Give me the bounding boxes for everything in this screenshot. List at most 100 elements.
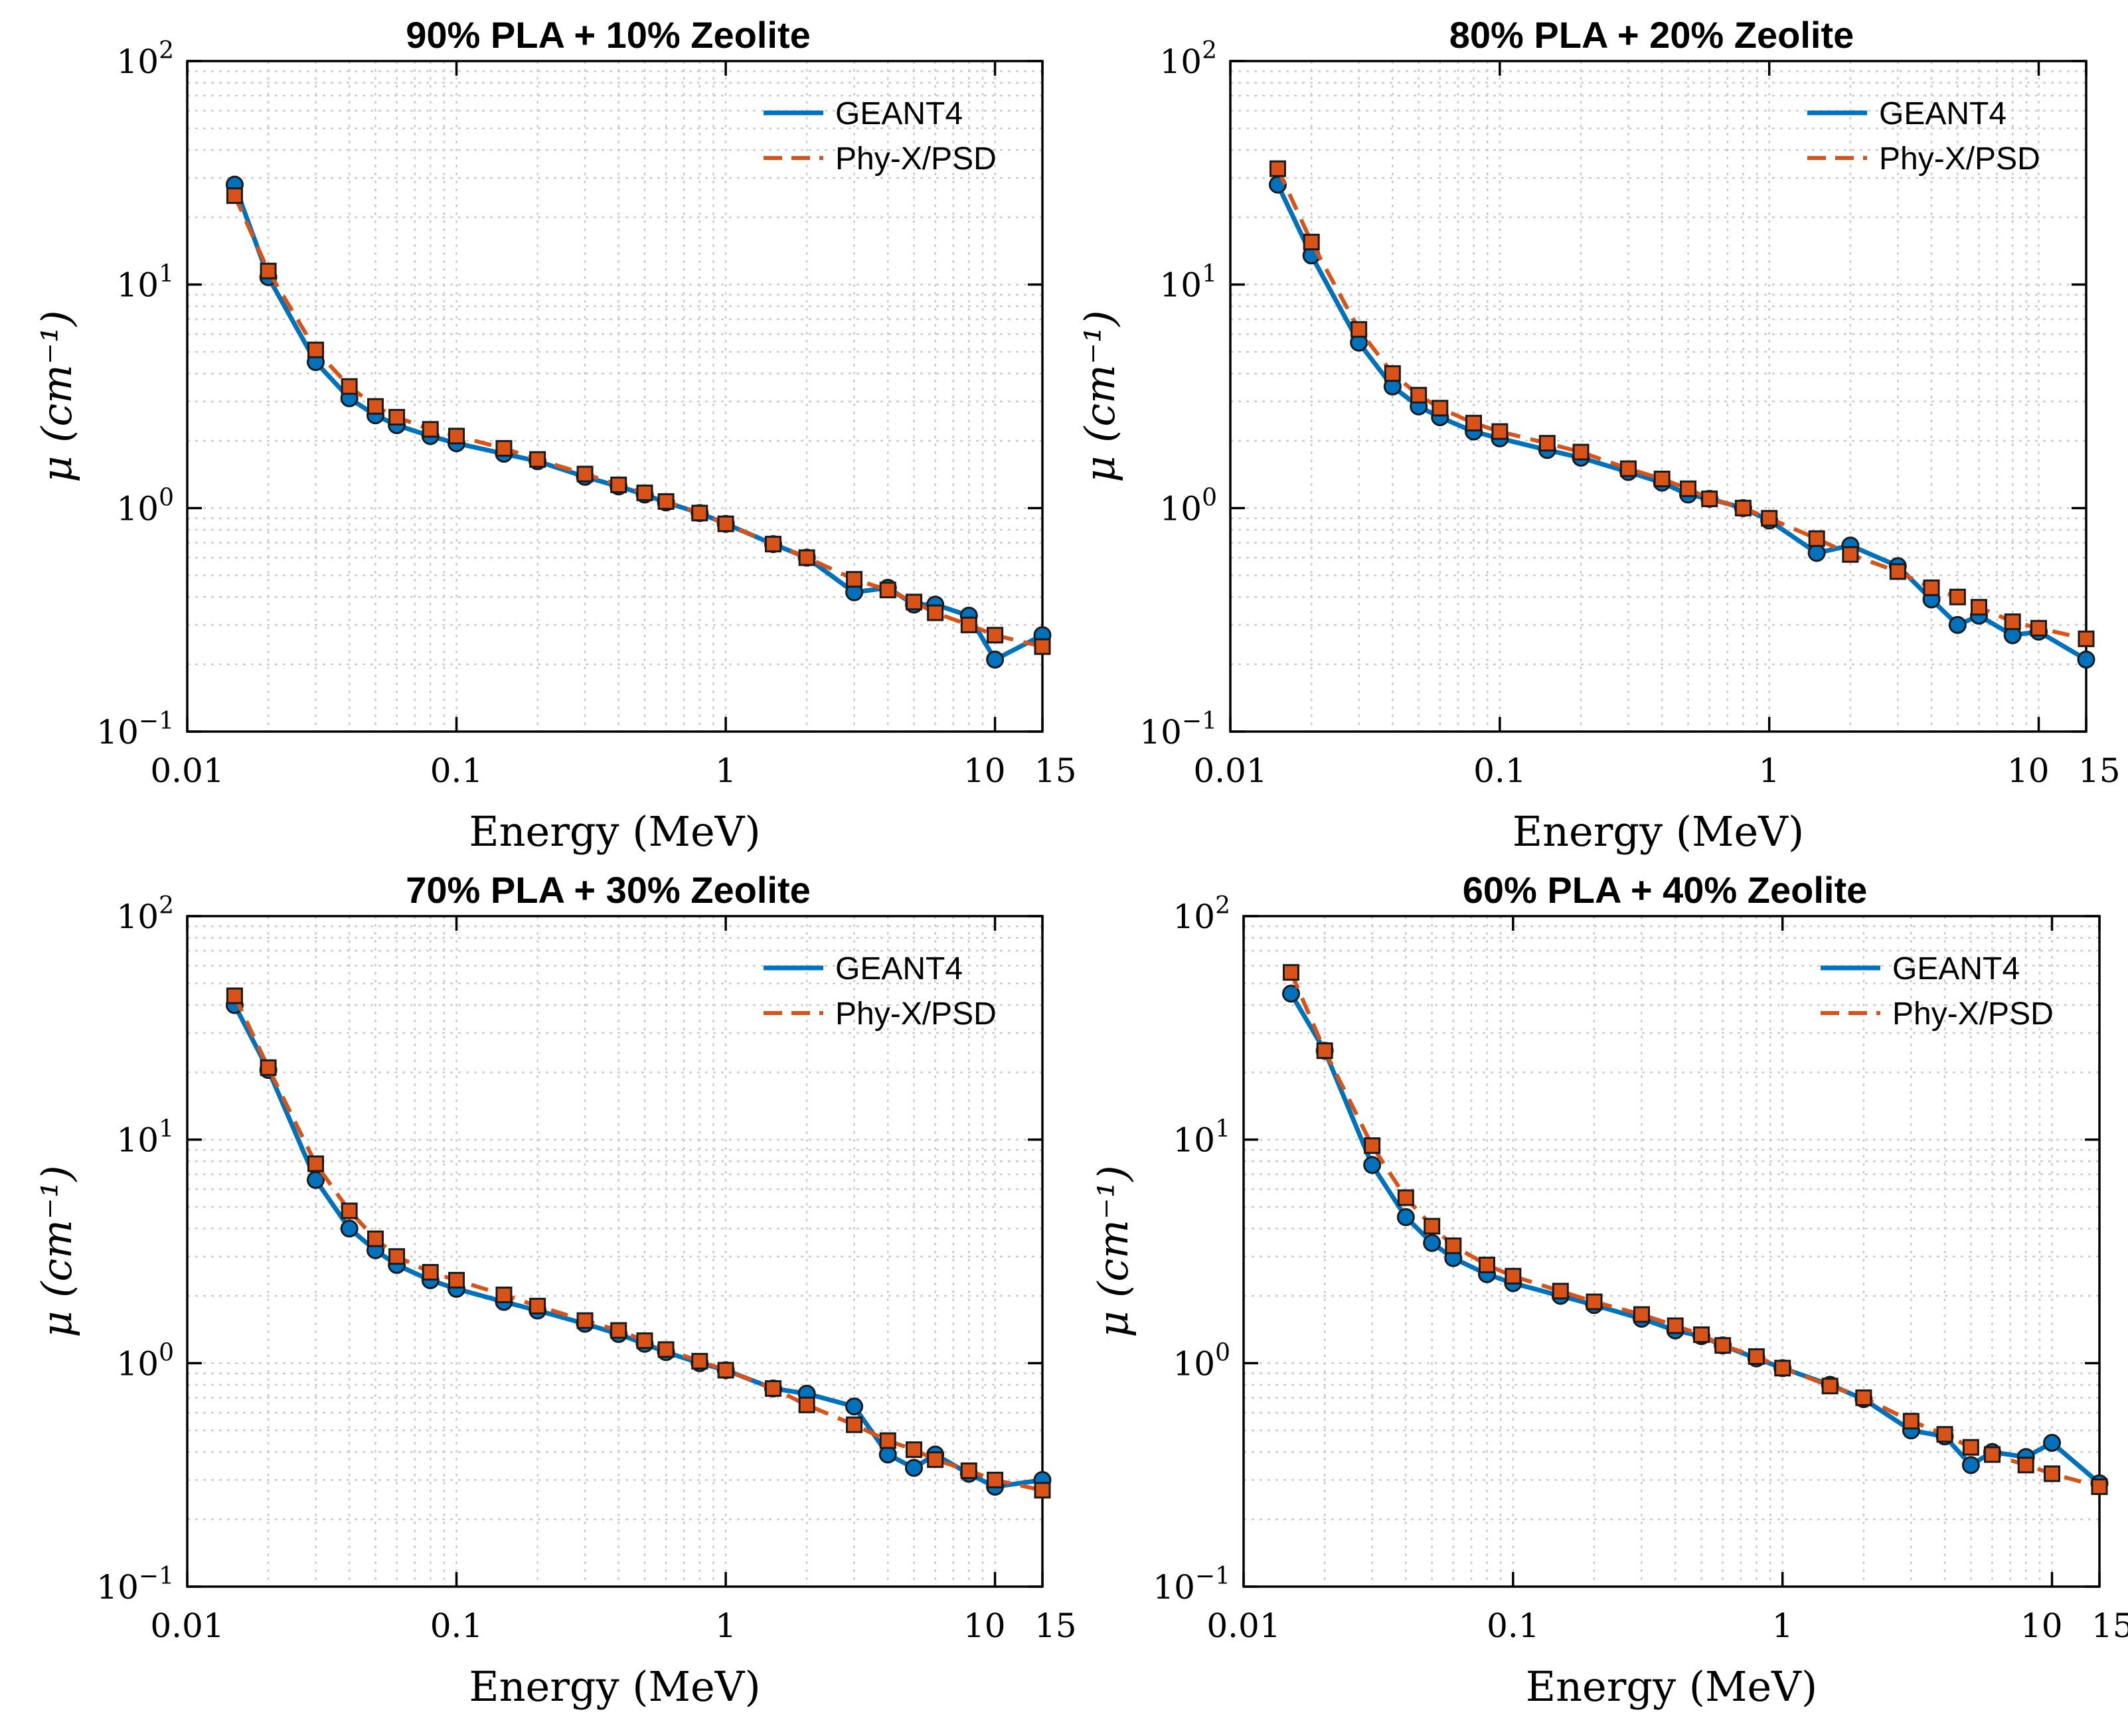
legend: GEANT4 Phy-X/PSD	[1821, 951, 2054, 1032]
x-tick-label: 15	[2091, 1607, 2128, 1645]
data-point	[1269, 160, 1286, 177]
data-point	[495, 1287, 513, 1304]
data-point	[448, 1271, 465, 1289]
data-point	[1962, 1439, 1979, 1456]
data-point	[422, 1263, 439, 1281]
data-point	[1693, 1326, 1710, 1344]
data-point	[987, 1471, 1004, 1488]
data-point	[1842, 546, 1859, 563]
data-point	[1397, 1189, 1414, 1206]
data-point	[1410, 386, 1428, 404]
data-point	[448, 428, 465, 445]
x-axis-label: Energy (MeV)	[1526, 1662, 1817, 1711]
data-point	[717, 1362, 734, 1379]
x-tick-label: 0.01	[150, 1607, 224, 1645]
data-point	[764, 1380, 781, 1397]
data-point	[1936, 1426, 1953, 1443]
data-point	[960, 616, 977, 633]
x-tick-label: 10	[963, 1607, 1006, 1645]
grid	[187, 916, 1042, 1587]
data-point	[960, 1462, 977, 1479]
data-point	[226, 187, 243, 204]
data-point	[1432, 400, 1449, 417]
data-point	[691, 1352, 708, 1370]
y-tick-label: 10−1	[1153, 1563, 1230, 1607]
data-point	[1034, 1482, 1051, 1499]
x-tick-label: 0.01	[150, 751, 224, 790]
axes-box	[186, 60, 1044, 733]
data-point	[1821, 1378, 1839, 1395]
data-point	[1619, 460, 1637, 477]
data-point	[1034, 638, 1051, 655]
data-point	[341, 1202, 358, 1220]
series-phyx	[1282, 964, 2108, 1495]
x-tick-label: 0.1	[1487, 1607, 1540, 1645]
data-point	[1889, 563, 1906, 580]
chart-title: 90% PLA + 10% Zeolite	[406, 14, 811, 56]
data-point	[1633, 1306, 1650, 1323]
x-tick-label: 0.1	[1473, 751, 1526, 790]
data-point	[2030, 619, 2048, 637]
data-point	[367, 398, 384, 415]
series-phyx	[226, 987, 1051, 1499]
data-point	[657, 1341, 675, 1358]
data-point	[1734, 499, 1752, 516]
legend-label: GEANT4	[835, 96, 963, 131]
data-point	[636, 484, 653, 501]
data-point	[879, 1432, 896, 1449]
axes-box	[1242, 915, 2101, 1588]
data-point	[1363, 1156, 1382, 1174]
data-point	[1282, 964, 1299, 981]
data-point	[2043, 1433, 2062, 1452]
y-tick-label: 101	[116, 261, 174, 305]
y-tick-label: 102	[116, 892, 174, 936]
data-point	[576, 465, 594, 483]
data-point	[691, 505, 708, 522]
data-point	[1761, 510, 1778, 527]
data-point	[1396, 1208, 1415, 1226]
data-point	[1424, 1218, 1441, 1235]
data-point	[1552, 1283, 1569, 1300]
data-point	[906, 1441, 923, 1459]
x-tick-label: 1	[1759, 751, 1780, 790]
y-tick-label: 102	[116, 37, 174, 81]
data-point	[879, 582, 896, 599]
data-point	[307, 1155, 324, 1172]
data-point	[260, 262, 277, 279]
data-point	[576, 1312, 594, 1329]
x-tick-label: 10	[2007, 751, 2050, 790]
data-point	[1923, 579, 1940, 596]
data-point	[1538, 435, 1556, 452]
data-point	[226, 987, 243, 1004]
data-point	[610, 476, 627, 493]
data-point	[927, 1451, 944, 1468]
data-point	[341, 378, 358, 395]
data-point	[1714, 1337, 1732, 1354]
legend-label: GEANT4	[1892, 951, 2020, 986]
data-point	[1808, 530, 1825, 547]
x-tick-label: 0.1	[430, 751, 483, 790]
y-axis-label: μ (cm⁻¹)	[1076, 310, 1124, 482]
chart-title: 80% PLA + 20% Zeolite	[1449, 14, 1854, 56]
x-axis-label: Energy (MeV)	[1513, 807, 1804, 856]
y-tick-label: 100	[116, 1339, 174, 1383]
data-point	[1748, 1348, 1765, 1365]
chart-panel-80-20: 0.01 0.1 1 10 15 10−1 100 101 102 80% PLA + 20% Z…	[1076, 14, 2121, 856]
legend-label: Phy-X/PSD	[835, 996, 997, 1032]
data-point	[798, 1396, 815, 1413]
x-tick-label: 0.01	[1193, 751, 1267, 790]
data-point	[906, 593, 923, 611]
legend: GEANT4 Phy-X/PSD	[764, 951, 997, 1032]
data-point	[846, 1416, 863, 1433]
data-point	[986, 651, 1005, 669]
data-point	[1667, 1317, 1684, 1334]
data-point	[1807, 544, 1826, 562]
data-point	[1303, 234, 1320, 251]
data-point	[1983, 1446, 2001, 1463]
data-point	[878, 1445, 897, 1464]
chart-panel-60-40: 0.01 0.1 1 10 15 10−1 100 101 102 60% PLA + 40% Z…	[1089, 869, 2128, 1711]
legend: GEANT4 Phy-X/PSD	[764, 96, 997, 177]
data-point	[764, 536, 781, 553]
